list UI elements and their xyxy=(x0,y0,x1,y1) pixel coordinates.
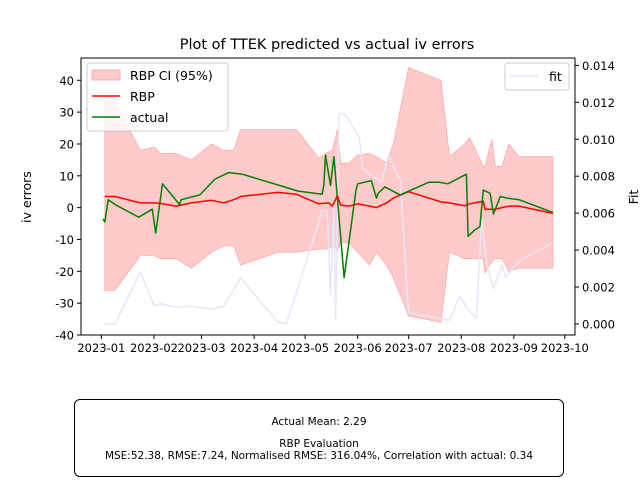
y2-tick-label: 0.014 xyxy=(582,59,615,73)
legend-label-actual: actual xyxy=(130,110,169,125)
y-tick-label: 0 xyxy=(67,201,74,215)
x-tick-label: 2023-10 xyxy=(541,341,589,355)
plot-area xyxy=(102,67,554,325)
rbp-line xyxy=(104,190,554,215)
y-tick-label: -10 xyxy=(55,233,74,247)
x-tick-label: 2023-01 xyxy=(77,341,125,355)
y2-axis-label: Fit xyxy=(626,190,640,205)
y-tick-label: -20 xyxy=(55,265,74,279)
y2-tick-label: 0.002 xyxy=(582,280,615,294)
legend-swatch-ci xyxy=(91,69,121,81)
legend-label-fit: fit xyxy=(549,69,562,84)
legend-label-rbp: RBP xyxy=(130,89,155,104)
y2-tick-label: 0.006 xyxy=(582,207,615,221)
x-tick-label: 2023-03 xyxy=(177,341,225,355)
x-tick-label: 2023-06 xyxy=(334,341,382,355)
y-tick-label: 40 xyxy=(59,74,74,88)
y2-tick-label: 0.004 xyxy=(582,244,615,258)
x-tick-label: 2023-07 xyxy=(385,341,433,355)
legend-left-frame xyxy=(86,62,229,132)
actual-line xyxy=(102,154,554,279)
axes: 2023-01 2023-02 2023-03 2023-04 2023-05 2023-… xyxy=(55,59,615,355)
y2-tick-label: 0.008 xyxy=(582,170,615,184)
y-tick-label: -40 xyxy=(55,329,74,343)
x-tick-label: 2023-09 xyxy=(490,341,538,355)
legend-label-ci: RBP CI (95%) xyxy=(130,68,213,83)
x-tick-label: 2023-02 xyxy=(130,341,178,355)
y2-tick-label: 0.000 xyxy=(582,317,615,331)
y-tick-label: 30 xyxy=(59,106,74,120)
x-tick-label: 2023-05 xyxy=(281,341,329,355)
y-tick-label: 10 xyxy=(59,169,74,183)
y-tick-label: 20 xyxy=(59,137,74,151)
chart-title: Plot of TTEK predicted vs actual iv erro… xyxy=(180,37,475,53)
stats-box: Actual Mean: 2.29 RBP Evaluation MSE:52.… xyxy=(74,399,564,477)
legend-left: RBP CI (95%) RBP actual xyxy=(86,62,229,132)
y2-tick-label: 0.012 xyxy=(582,96,615,110)
rbp-evaluation-title: RBP Evaluation xyxy=(279,438,359,450)
y-tick-label: -30 xyxy=(55,297,74,311)
y-axis-label: iv errors xyxy=(19,171,34,223)
x-tick-label: 2023-04 xyxy=(230,341,278,355)
x-tick-label: 2023-08 xyxy=(437,341,485,355)
actual-mean-text: Actual Mean: 2.29 xyxy=(271,416,367,428)
plot-frame xyxy=(80,57,576,336)
ci-band xyxy=(104,67,554,323)
y2-tick-label: 0.010 xyxy=(582,133,615,147)
fit-line xyxy=(104,112,554,325)
legend-right: fit xyxy=(504,62,570,91)
rbp-evaluation-metrics: MSE:52.38, RMSE:7.24, Normalised RMSE: 3… xyxy=(104,450,534,462)
